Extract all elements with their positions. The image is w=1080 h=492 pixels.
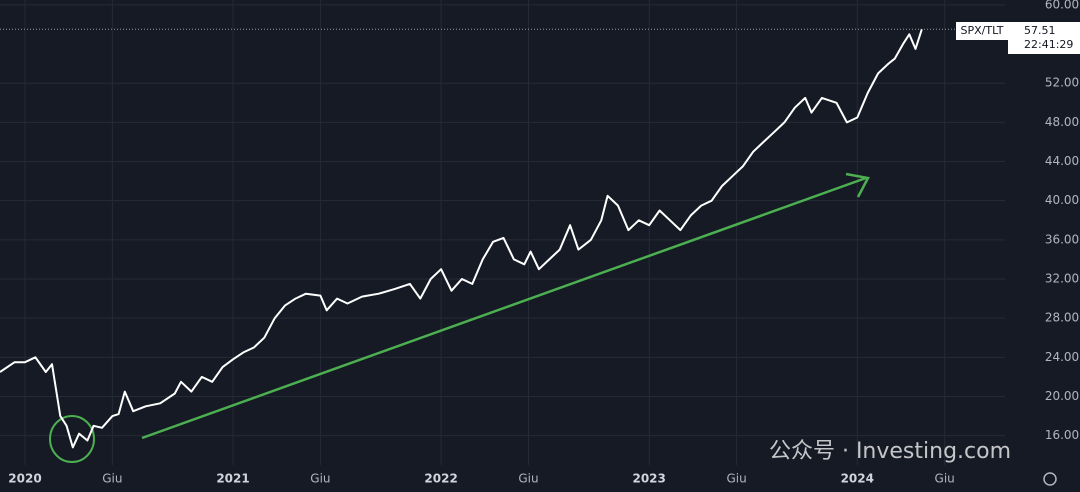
y-tick-label: 52.00 xyxy=(1045,76,1079,90)
y-tick-label: 24.00 xyxy=(1045,350,1079,364)
y-tick-label: 16.00 xyxy=(1045,428,1079,442)
x-tick-label: Giu xyxy=(310,472,330,486)
arrow-head xyxy=(845,172,870,198)
x-tick-label: 2021 xyxy=(216,472,249,486)
x-tick-label: Giu xyxy=(726,472,746,486)
y-tick-label: 48.00 xyxy=(1045,115,1079,129)
grid xyxy=(0,0,1005,465)
plot xyxy=(0,28,923,449)
y-tick-label: 20.00 xyxy=(1045,389,1079,403)
y-tick-label: 44.00 xyxy=(1045,154,1079,168)
time-label: 22:41:29 xyxy=(1024,38,1073,51)
y-tick-label: 28.00 xyxy=(1045,311,1079,325)
x-tick-label: Giu xyxy=(518,472,538,486)
x-tick-label: 2020 xyxy=(8,472,41,486)
y-tick-label: 36.00 xyxy=(1045,232,1079,246)
x-tick-label: 2022 xyxy=(424,472,457,486)
settings-icon[interactable] xyxy=(1043,472,1057,486)
last-price: 57.51 xyxy=(1024,24,1056,37)
symbol-box xyxy=(956,22,1008,40)
x-tick-label: 2024 xyxy=(841,472,874,486)
x-tick-label: Giu xyxy=(102,472,122,486)
x-tick-label: 2023 xyxy=(632,472,665,486)
highlight-circle xyxy=(49,415,95,463)
price-box xyxy=(1008,22,1080,54)
symbol-label: SPX/TLT xyxy=(961,24,1004,37)
watermark: 公众号 · Investing.com xyxy=(769,439,1011,464)
x-tick-label: Giu xyxy=(935,472,955,486)
y-tick-label: 40.00 xyxy=(1045,193,1079,207)
y-tick-label: 32.00 xyxy=(1045,272,1079,286)
trend-arrow xyxy=(141,176,867,440)
price-line xyxy=(0,28,923,449)
y-tick-label: 60.00 xyxy=(1045,0,1079,11)
